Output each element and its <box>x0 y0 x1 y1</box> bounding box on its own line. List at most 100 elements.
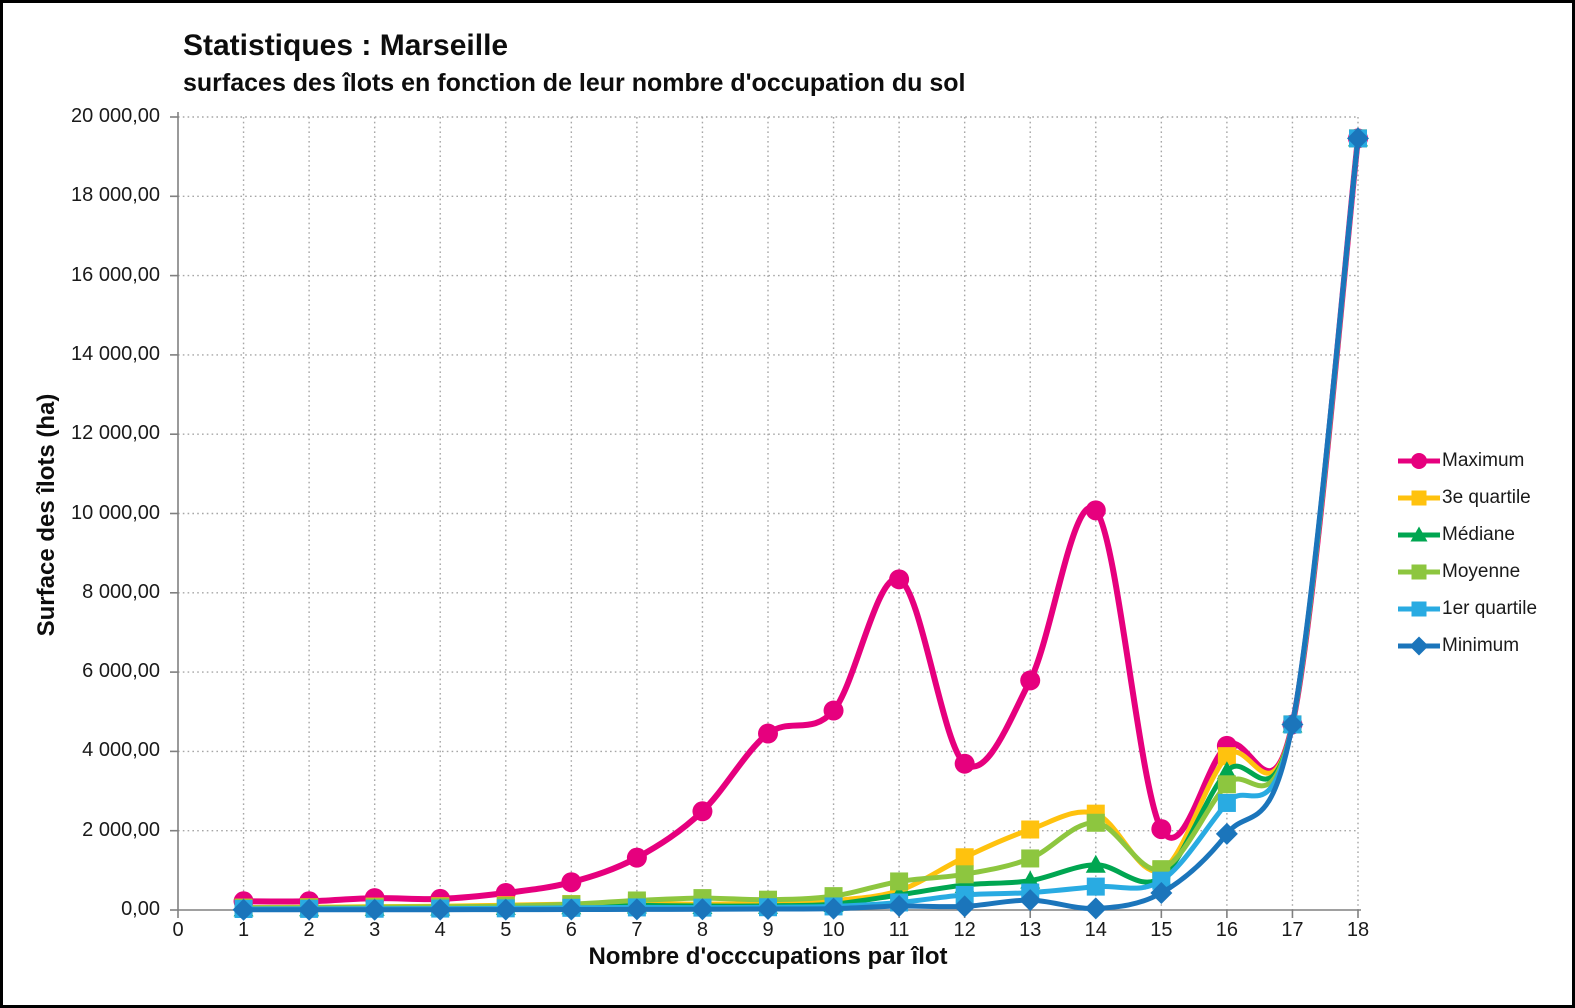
legend-label: Minimum <box>1442 634 1520 656</box>
data-point-marker <box>890 872 909 891</box>
page-subtitle: surfaces des îlots en fonction de leur n… <box>183 69 966 97</box>
x-tick-label: 15 <box>1150 919 1173 941</box>
legend-label: Médiane <box>1442 523 1515 545</box>
x-tick-label: 9 <box>762 919 774 941</box>
y-tick-label: 20 000,00 <box>71 105 160 127</box>
chart-canvas <box>170 112 1369 921</box>
x-tick-label: 13 <box>1019 919 1042 941</box>
x-tick-label: 12 <box>953 919 976 941</box>
x-tick-label: 4 <box>434 919 446 941</box>
series-maximum <box>233 128 1368 912</box>
data-point-marker <box>1085 854 1106 873</box>
y-tick-label: 14 000,00 <box>71 342 160 365</box>
y-tick-label: 12 000,00 <box>71 422 160 445</box>
data-point-marker <box>691 898 714 921</box>
x-tick-label: 1 <box>237 919 250 941</box>
data-point-marker <box>953 895 976 918</box>
data-point-marker <box>955 865 974 884</box>
legend-marker-icon <box>1398 452 1440 469</box>
legend-item-maximum: Maximum <box>1397 442 1537 479</box>
legend-marker-icon <box>1398 564 1440 579</box>
legend-item-moyenne: Moyenne <box>1397 553 1537 590</box>
data-point-marker <box>823 700 844 721</box>
data-point-marker <box>1217 747 1236 766</box>
legend: Maximum 3e quartile Médiane Moyenne 1er quar… <box>1397 442 1537 664</box>
x-tick-label: 10 <box>822 919 845 941</box>
data-point-marker <box>561 872 582 893</box>
data-point-marker <box>822 897 845 920</box>
legend-marker-icon <box>1398 490 1440 505</box>
data-point-marker <box>1084 897 1107 920</box>
data-point-marker <box>625 898 648 921</box>
data-point-marker <box>1347 127 1369 150</box>
x-tick-label: 5 <box>500 919 512 941</box>
data-point-marker <box>888 895 911 918</box>
legend-marker-icon <box>1398 601 1440 616</box>
data-point-marker <box>494 898 517 921</box>
data-point-marker <box>1086 813 1105 832</box>
legend-item-3e-quartile: 3e quartile <box>1397 479 1537 516</box>
data-point-marker <box>1086 877 1105 896</box>
data-point-marker <box>758 723 778 744</box>
y-tick-label: 4 000,00 <box>82 739 160 762</box>
series-line <box>241 135 1361 912</box>
legend-label: Moyenne <box>1442 560 1521 582</box>
data-point-marker <box>1021 820 1040 839</box>
data-point-marker <box>1020 670 1041 691</box>
series-line <box>241 135 1361 913</box>
legend-label: 1er quartile <box>1442 597 1538 619</box>
data-point-marker <box>1085 500 1106 521</box>
data-point-marker <box>955 848 974 867</box>
data-point-marker <box>363 898 386 921</box>
y-tick-label: 18 000,00 <box>71 184 160 207</box>
x-tick-label: 0 <box>172 919 184 941</box>
x-tick-label: 2 <box>303 919 315 941</box>
x-tick-label: 18 <box>1346 919 1370 941</box>
data-point-marker <box>955 885 974 904</box>
x-tick-label: 17 <box>1281 919 1304 941</box>
data-point-marker <box>757 898 779 921</box>
data-point-marker <box>1150 881 1173 904</box>
x-axis-title: Nombre d'occcupations par îlot <box>588 943 948 970</box>
data-point-marker <box>1151 819 1172 840</box>
data-point-marker <box>954 753 975 774</box>
x-tick-label: 16 <box>1215 919 1238 941</box>
x-tick-label: 8 <box>696 919 708 941</box>
y-tick-label: 10 000,00 <box>71 501 160 524</box>
x-tick-label: 3 <box>369 919 381 941</box>
data-point-marker <box>560 898 583 921</box>
data-point-marker <box>232 898 255 921</box>
data-point-marker <box>626 847 647 868</box>
y-tick-label: 6 000,00 <box>82 660 160 683</box>
y-tick-label: 8 000,00 <box>82 580 160 603</box>
gridlines <box>178 116 1359 910</box>
data-point-marker <box>692 801 713 822</box>
data-point-marker <box>1216 761 1237 780</box>
y-tick-label: 16 000,00 <box>71 263 160 286</box>
x-tick-label: 6 <box>565 919 577 941</box>
y-tick-label: 0,00 <box>121 898 160 920</box>
x-tick-label: 14 <box>1084 919 1107 941</box>
data-point-marker <box>1217 775 1236 794</box>
axes <box>170 112 1361 918</box>
series-line <box>241 135 1361 911</box>
data-point-marker <box>1152 871 1171 890</box>
series-line <box>240 135 1361 905</box>
legend-label: Maximum <box>1442 449 1525 471</box>
legend-item-minimum: Minimum <box>1397 627 1537 664</box>
legend-item-m-diane: Médiane <box>1397 516 1537 553</box>
legend-marker-icon <box>1398 636 1440 655</box>
y-tick-label: 2 000,00 <box>82 818 160 841</box>
data-point-marker <box>1217 793 1236 812</box>
legend-item-1er-quartile: 1er quartile <box>1397 590 1537 627</box>
data-point-marker <box>1021 849 1040 868</box>
series-minimum <box>232 127 1369 921</box>
data-point-marker <box>1215 822 1238 845</box>
x-tick-label: 11 <box>888 919 910 941</box>
page-title: Statistiques : Marseille <box>183 29 509 62</box>
legend-label: 3e quartile <box>1442 486 1531 508</box>
data-point-marker <box>889 569 910 590</box>
series-line <box>241 135 1361 911</box>
data-point-marker <box>1281 713 1304 736</box>
